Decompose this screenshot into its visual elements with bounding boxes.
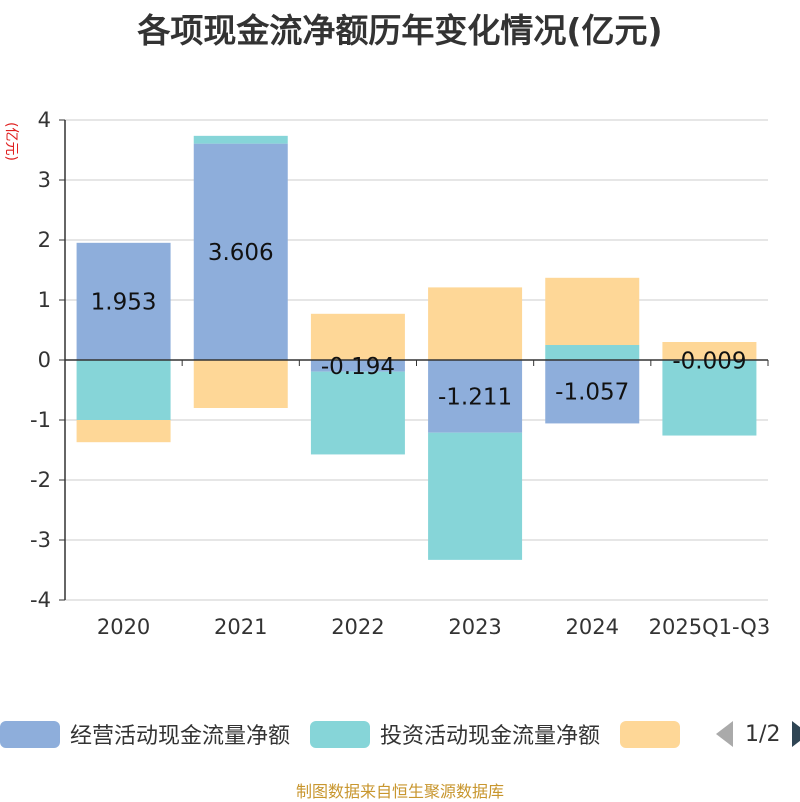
x-tick-label: 2023 [448,615,501,639]
bar-3-2023 [428,287,523,360]
y-tick-label: -4 [30,588,51,612]
y-tick-label: -1 [30,408,51,432]
bar-data-label: -0.194 [321,354,395,380]
bar-1-2023 [428,360,523,433]
bar-3-2024 [545,277,640,345]
legend-pager: 1/2 [716,721,800,747]
y-tick-label: -3 [30,528,51,552]
y-tick-label: 1 [38,288,51,312]
y-tick-label: 0 [38,348,51,372]
legend-swatch-financing [620,720,681,748]
legend: 经营活动现金流量净额 投资活动现金流量净额 1/2 [0,714,800,754]
bar-3-2025Q1-Q3 [662,342,757,360]
bar-2-2025Q1-Q3 [662,360,757,436]
x-tick-label: 2020 [97,615,150,639]
legend-item-operating[interactable]: 经营活动现金流量净额 [0,718,290,750]
bar-chart: -4 -3 -2 -1 0 1 2 3 4 2020 2021 2022 2023 2024 2025Q1-… [30,108,771,639]
data-source-note: 制图数据来自恒生聚源数据库 [295,782,504,801]
chart-title: 各项现金流净额历年变化情况(亿元) [137,11,663,50]
x-tick-label: 2024 [566,615,619,639]
bar-2-2022 [310,371,405,455]
bar-2-2023 [428,432,523,560]
bar-2-2024 [545,345,640,360]
x-tick-label: 2022 [331,615,384,639]
bar-data-label: -1.211 [438,384,512,410]
bar-1-2022 [310,360,405,372]
legend-item-investing[interactable]: 投资活动现金流量净额 [310,718,600,750]
bar-1-2024 [545,360,640,424]
legend-next-page-icon[interactable] [792,721,800,747]
legend-swatch-operating [0,720,60,748]
legend-label-operating: 经营活动现金流量净额 [70,724,291,749]
legend-swatch-investing [310,720,371,748]
bar-data-label: -0.009 [672,348,746,374]
bar-data-label: 3.606 [208,240,274,266]
bar-1-2021 [193,143,288,360]
y-tick-label: 3 [38,168,51,192]
bar-2-2020 [76,360,171,420]
bar-3-2020 [76,420,171,443]
legend-item-financing[interactable] [620,720,690,748]
legend-page-indicator: 1/2 [745,721,781,747]
legend-prev-page-icon[interactable] [716,721,734,747]
bar-3-2021 [193,360,288,408]
y-tick-label: 4 [38,108,51,132]
bar-3-2022 [310,313,405,360]
x-tick-label: 2021 [214,615,267,639]
x-tick-label: 2025Q1-Q3 [649,615,771,639]
bar-2-2021 [193,135,288,144]
bar-1-2020 [76,242,171,360]
bar-data-label: 1.953 [91,289,157,315]
y-tick-label: -2 [30,468,51,492]
bar-data-label: -1.057 [555,380,629,406]
legend-label-investing: 投资活动现金流量净额 [380,724,601,749]
y-tick-label: 2 [38,228,51,252]
